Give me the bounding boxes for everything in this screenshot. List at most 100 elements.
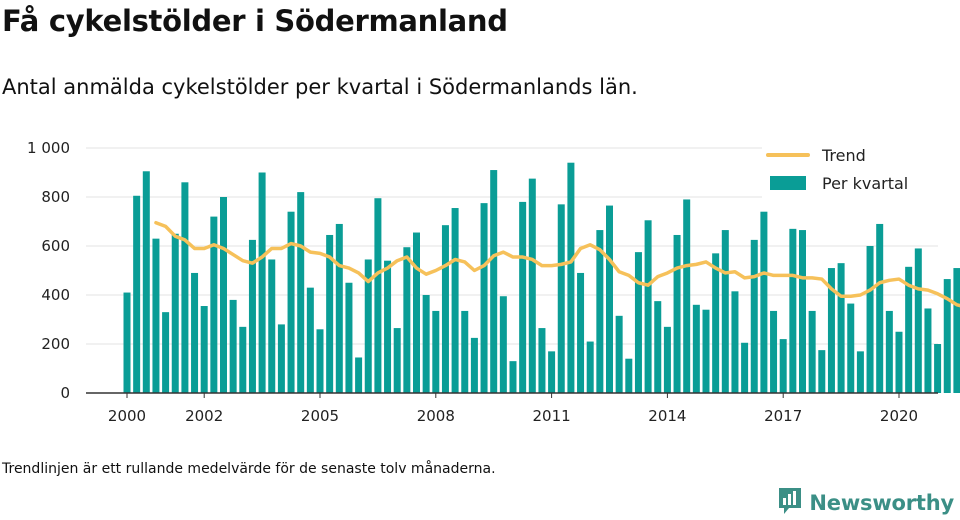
x-tick-label: 2017 (764, 407, 802, 425)
quarter-bar (818, 350, 826, 394)
quarter-bar (413, 232, 420, 393)
quarter-bar (519, 201, 527, 393)
quarter-bar (856, 351, 864, 393)
axes: 0 200 400 600 800 1 000 2000 2002 2005 2008 2011 20… (27, 139, 938, 425)
quarter-bar (355, 357, 363, 393)
quarter-bar (528, 178, 536, 394)
quarter-bar (760, 211, 768, 393)
quarter-bar (499, 296, 507, 393)
quarter-bar (712, 253, 720, 393)
quarter-bar (779, 339, 787, 393)
quarter-bar (470, 337, 478, 394)
quarter-bar (924, 308, 932, 393)
quarter-bar (210, 216, 218, 393)
quarter-bar (229, 299, 237, 393)
quarter-bar (133, 195, 141, 393)
quarter-bar (741, 342, 749, 393)
quarter-bar (220, 197, 227, 393)
quarter-bar (152, 238, 160, 393)
x-tick-label: 2002 (185, 407, 223, 425)
x-tick-label: 2011 (533, 407, 571, 425)
quarter-bar (837, 263, 845, 393)
quarter-bar (316, 329, 324, 393)
quarter-bar (239, 326, 247, 393)
quarter-bar (847, 303, 855, 393)
quarter-bar (364, 259, 372, 393)
quarter-bar (461, 310, 469, 393)
quarter-bar (606, 205, 613, 393)
chart-subtitle: Antal anmälda cykelstölder per kvartal i… (2, 75, 638, 99)
quarter-bar (548, 351, 556, 393)
legend-bar-swatch (770, 176, 806, 190)
quarter-bar (142, 171, 150, 393)
y-tick-label: 0 (60, 384, 70, 402)
quarter-bar (123, 292, 131, 393)
quarter-bar (799, 230, 806, 393)
y-tick-label: 1 000 (27, 139, 70, 157)
quarter-bar (731, 291, 739, 393)
quarter-bar (557, 204, 565, 393)
quarterly-bars (123, 162, 960, 394)
quarter-bar (625, 358, 633, 393)
quarter-bar (789, 228, 797, 393)
quarter-bar (538, 328, 546, 393)
quarter-bar (345, 282, 353, 393)
brand-logo[interactable]: Newsworthy (777, 488, 954, 518)
y-tick-label: 800 (41, 188, 70, 206)
quarter-bar (567, 162, 575, 393)
quarter-bar (277, 324, 285, 393)
quarter-bar (905, 266, 913, 393)
quarter-bar (615, 315, 623, 393)
quarter-bar (673, 234, 681, 393)
brand-name: Newsworthy (809, 491, 954, 515)
legend-bar-label: Per kvartal (822, 174, 908, 193)
x-tick-label: 2020 (880, 407, 918, 425)
quarter-bar (663, 326, 671, 393)
quarter-bar (634, 252, 642, 394)
quarter-bar (451, 208, 459, 393)
trend-line (154, 220, 960, 308)
newsworthy-chart-icon (777, 486, 803, 520)
quarter-bar (953, 268, 960, 393)
y-tick-label: 600 (41, 237, 70, 255)
x-tick-label: 2000 (108, 407, 146, 425)
x-tick-label: 2008 (417, 407, 455, 425)
quarter-bar (654, 301, 662, 394)
x-tick-label: 2014 (648, 407, 686, 425)
quarter-bar (480, 203, 488, 394)
quarter-bar (287, 211, 295, 393)
quarter-bar (509, 361, 517, 393)
quarter-bar (692, 304, 700, 393)
quarter-bar (808, 310, 816, 393)
x-tick-label: 2005 (301, 407, 339, 425)
quarter-bar (200, 306, 208, 393)
y-tick-label: 200 (41, 335, 70, 353)
quarter-bar (866, 246, 874, 393)
quarter-bar (596, 230, 604, 393)
quarter-bar (943, 279, 951, 393)
quarter-bar (393, 328, 401, 393)
quarter-bar (644, 220, 652, 393)
quarter-bar (248, 239, 256, 394)
quarter-bar (827, 268, 835, 393)
quarter-bar (162, 312, 170, 393)
quarter-bar (441, 225, 449, 393)
quarter-bar (490, 170, 498, 393)
quarter-bar (577, 272, 585, 393)
quarter-bar (181, 182, 189, 393)
quarter-bar (586, 341, 594, 393)
quarter-bar (914, 248, 922, 393)
quarter-bar (403, 247, 411, 393)
quarter-bar (876, 223, 884, 393)
quarter-bar (268, 259, 276, 393)
chart-title: Få cykelstölder i Södermanland (2, 4, 508, 38)
quarter-bar (306, 287, 314, 393)
legend-trend-label: Trend (821, 146, 866, 165)
quarter-bar (683, 199, 691, 393)
quarter-bar (258, 172, 266, 393)
footnote: Trendlinjen är ett rullande medelvärde f… (2, 461, 496, 477)
quarter-bar (934, 344, 942, 393)
quarter-bar (384, 260, 392, 393)
quarter-bar (750, 239, 758, 394)
